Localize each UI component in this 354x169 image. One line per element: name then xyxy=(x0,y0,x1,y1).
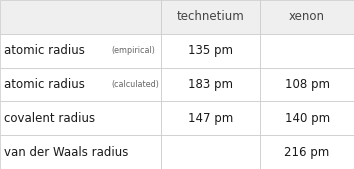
Text: xenon: xenon xyxy=(289,10,325,23)
Bar xyxy=(0,34,161,68)
Text: van der Waals radius: van der Waals radius xyxy=(4,146,129,159)
Bar xyxy=(0,101,161,135)
Bar xyxy=(161,68,260,101)
Text: atomic radius: atomic radius xyxy=(4,44,85,57)
Bar xyxy=(161,101,260,135)
Text: 135 pm: 135 pm xyxy=(188,44,233,57)
Text: 216 pm: 216 pm xyxy=(285,146,330,159)
Bar xyxy=(260,135,354,169)
Text: 183 pm: 183 pm xyxy=(188,78,233,91)
Text: technetium: technetium xyxy=(177,10,245,23)
Text: 147 pm: 147 pm xyxy=(188,112,233,125)
Bar xyxy=(161,34,260,68)
Text: (empirical): (empirical) xyxy=(112,46,155,55)
Bar xyxy=(260,0,354,34)
Bar xyxy=(260,101,354,135)
Text: 108 pm: 108 pm xyxy=(285,78,330,91)
Bar xyxy=(0,0,161,34)
Bar xyxy=(161,0,260,34)
Text: atomic radius: atomic radius xyxy=(4,78,85,91)
Text: (calculated): (calculated) xyxy=(112,80,159,89)
Bar xyxy=(161,135,260,169)
Bar xyxy=(0,135,161,169)
Text: 140 pm: 140 pm xyxy=(285,112,330,125)
Text: covalent radius: covalent radius xyxy=(4,112,95,125)
Bar xyxy=(0,68,161,101)
Bar xyxy=(260,34,354,68)
Bar xyxy=(260,68,354,101)
